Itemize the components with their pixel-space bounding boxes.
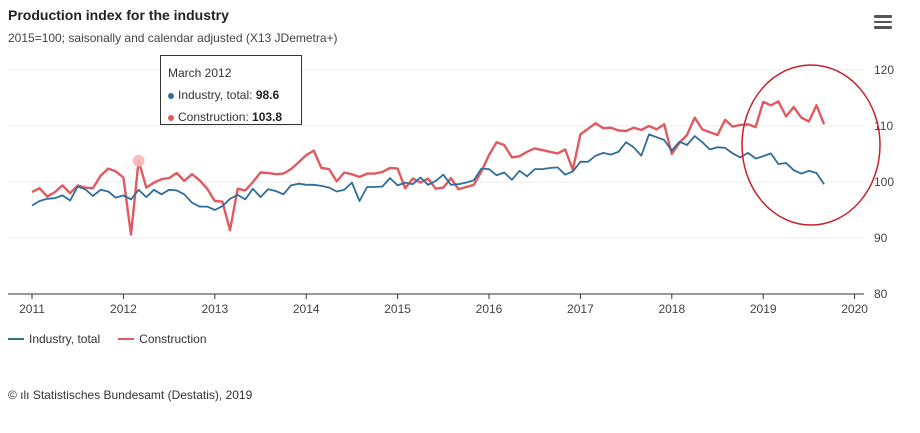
x-tick-label: 2011 bbox=[19, 302, 45, 316]
industry-series-line[interactable] bbox=[31, 133, 825, 211]
x-tick-label: 2017 bbox=[567, 302, 594, 316]
construction-dot-icon bbox=[168, 114, 174, 121]
y-tick-label: 90 bbox=[874, 231, 888, 245]
legend: Industry, total Construction bbox=[8, 332, 207, 346]
tooltip-industry-label: Industry, total: bbox=[178, 88, 253, 102]
industry-line-icon bbox=[8, 338, 24, 340]
tooltip-construction-label: Construction: bbox=[178, 110, 249, 124]
tooltip-row-industry: Industry, total: 98.6 bbox=[168, 84, 294, 106]
legend-item-construction[interactable]: Construction bbox=[118, 332, 207, 346]
x-tick-label: 2013 bbox=[201, 302, 228, 316]
x-tick-label: 2020 bbox=[841, 302, 868, 316]
x-tick-label: 2019 bbox=[750, 302, 777, 316]
x-tick-label: 2014 bbox=[293, 302, 320, 316]
hamburger-menu-icon[interactable] bbox=[874, 15, 892, 29]
legend-label-industry: Industry, total bbox=[29, 332, 101, 346]
construction-series-line[interactable] bbox=[31, 100, 826, 236]
x-tick-label: 2015 bbox=[384, 302, 411, 316]
tooltip: March 2012 Industry, total: 98.6 Constru… bbox=[160, 55, 302, 125]
legend-item-industry[interactable]: Industry, total bbox=[8, 332, 100, 346]
y-tick-label: 80 bbox=[874, 287, 888, 301]
chart-title: Production index for the industry bbox=[8, 7, 229, 23]
legend-label-construction: Construction bbox=[139, 332, 207, 346]
chart-subtitle: 2015=100; saisonally and calendar adjust… bbox=[8, 31, 338, 45]
source-credit: © ılı Statistisches Bundesamt (Destatis)… bbox=[8, 388, 253, 402]
hover-marker bbox=[132, 154, 145, 167]
tooltip-row-construction: Construction: 103.8 bbox=[168, 106, 294, 128]
tooltip-construction-value: 103.8 bbox=[252, 110, 283, 124]
y-tick-label: 100 bbox=[874, 175, 894, 189]
tooltip-period: March 2012 bbox=[168, 66, 232, 80]
construction-line-icon bbox=[118, 338, 135, 340]
x-tick-label: 2012 bbox=[110, 302, 137, 316]
annotation-ellipse bbox=[741, 64, 881, 226]
x-tick-label: 2016 bbox=[476, 302, 503, 316]
x-tick-label: 2018 bbox=[658, 302, 685, 316]
industry-dot-icon bbox=[168, 92, 174, 99]
y-tick-label: 120 bbox=[874, 63, 894, 77]
tooltip-industry-value: 98.6 bbox=[255, 88, 280, 102]
